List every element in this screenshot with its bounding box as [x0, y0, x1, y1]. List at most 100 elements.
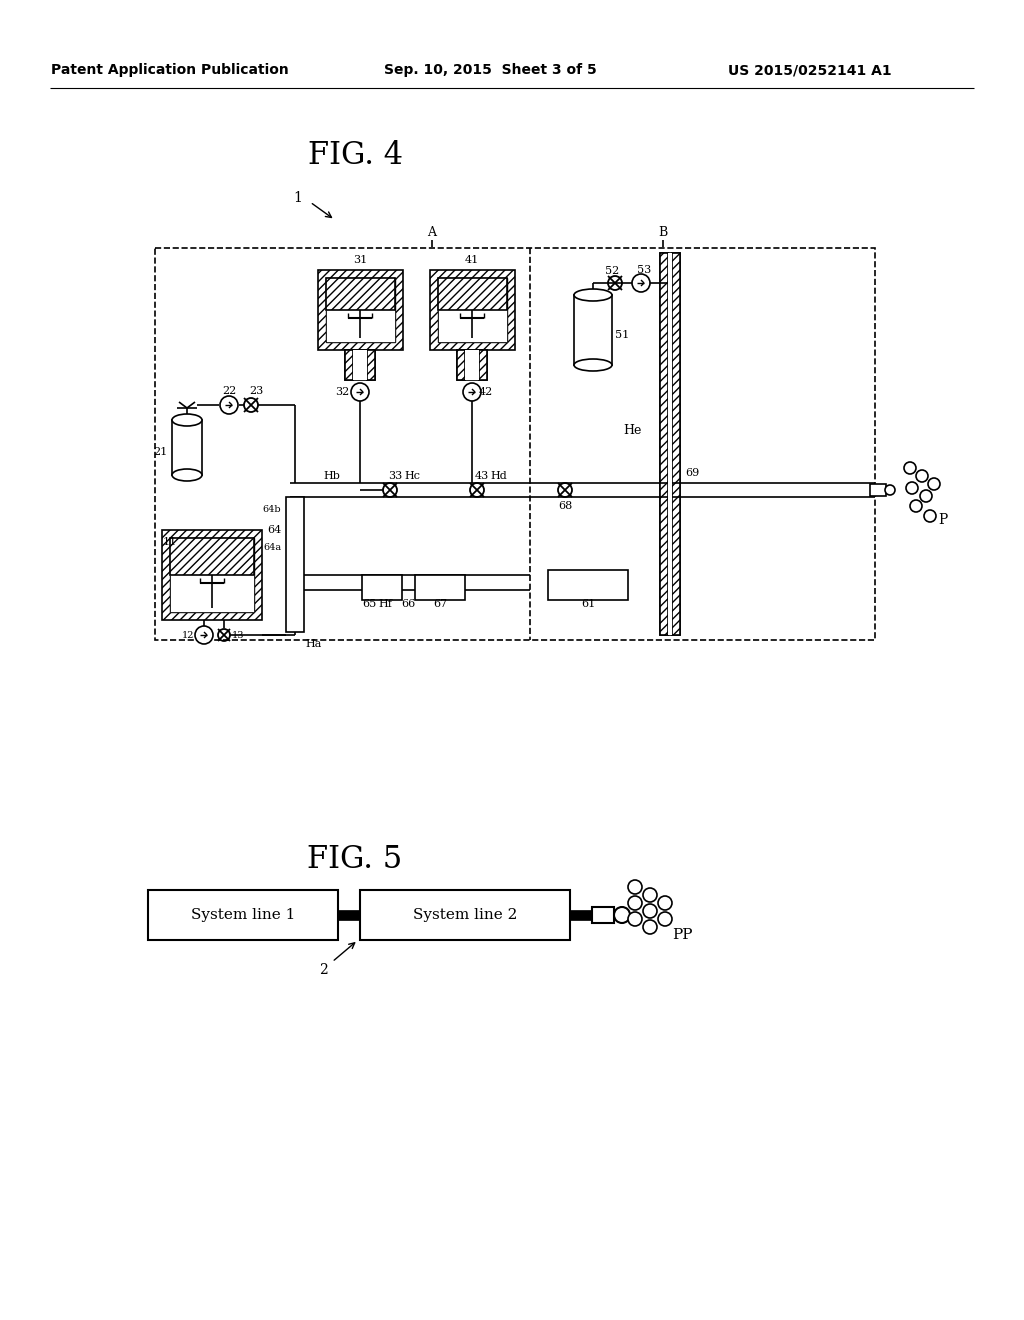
Bar: [465, 350, 479, 380]
Circle shape: [910, 500, 922, 512]
Bar: [148, 890, 338, 940]
Circle shape: [643, 920, 657, 935]
Bar: [479, 350, 487, 380]
Text: 22: 22: [222, 385, 237, 396]
Text: 33: 33: [388, 471, 402, 480]
Text: B: B: [658, 226, 668, 239]
Text: Hf: Hf: [378, 599, 392, 609]
Ellipse shape: [574, 289, 612, 301]
Circle shape: [351, 383, 369, 401]
Text: System line 2: System line 2: [413, 908, 517, 921]
Text: He: He: [624, 424, 642, 437]
Bar: [170, 539, 254, 576]
Text: 51: 51: [615, 330, 630, 341]
Text: 65: 65: [362, 599, 376, 609]
Bar: [870, 484, 886, 496]
Bar: [286, 498, 304, 632]
Bar: [360, 890, 570, 940]
Bar: [668, 253, 672, 635]
Bar: [162, 531, 262, 620]
Bar: [438, 279, 507, 342]
Circle shape: [658, 896, 672, 909]
Circle shape: [628, 880, 642, 894]
Text: 61: 61: [581, 599, 595, 609]
Bar: [660, 253, 668, 635]
Text: 13: 13: [231, 631, 245, 639]
Bar: [592, 907, 614, 923]
Bar: [457, 350, 465, 380]
Circle shape: [195, 626, 213, 644]
Text: Hc: Hc: [404, 471, 420, 480]
Bar: [438, 279, 507, 310]
Text: 67: 67: [433, 599, 447, 609]
Text: 32: 32: [335, 387, 349, 397]
Circle shape: [643, 888, 657, 902]
Bar: [326, 279, 395, 310]
Text: FIG. 4: FIG. 4: [307, 140, 402, 170]
Text: 23: 23: [249, 385, 263, 396]
Bar: [430, 271, 515, 350]
Bar: [170, 576, 254, 612]
Text: 53: 53: [637, 265, 651, 275]
Bar: [353, 350, 367, 380]
Text: Patent Application Publication: Patent Application Publication: [51, 63, 289, 77]
Circle shape: [658, 912, 672, 927]
Text: Sep. 10, 2015  Sheet 3 of 5: Sep. 10, 2015 Sheet 3 of 5: [384, 63, 596, 77]
Text: 69: 69: [685, 469, 699, 478]
Bar: [318, 271, 403, 350]
Text: 11: 11: [163, 537, 177, 546]
Circle shape: [614, 907, 630, 923]
Circle shape: [920, 490, 932, 502]
Circle shape: [916, 470, 928, 482]
Text: 43: 43: [475, 471, 489, 480]
Circle shape: [628, 896, 642, 909]
Text: 31: 31: [353, 255, 368, 265]
Bar: [155, 248, 874, 640]
Text: 2: 2: [318, 964, 328, 977]
Bar: [170, 539, 254, 612]
Text: 68: 68: [558, 502, 572, 511]
Text: Ha: Ha: [305, 639, 322, 649]
Ellipse shape: [574, 359, 612, 371]
Circle shape: [628, 912, 642, 927]
Ellipse shape: [172, 414, 202, 426]
Circle shape: [928, 478, 940, 490]
Text: Hd: Hd: [490, 471, 507, 480]
Bar: [367, 350, 375, 380]
Text: 42: 42: [479, 387, 494, 397]
Text: Hb: Hb: [324, 471, 340, 480]
Text: 52: 52: [605, 267, 620, 276]
Text: 41: 41: [465, 255, 479, 265]
Text: P: P: [938, 513, 947, 527]
Text: 66: 66: [400, 599, 415, 609]
Bar: [172, 420, 202, 475]
Bar: [570, 909, 592, 920]
Text: 64a: 64a: [263, 544, 281, 553]
Text: 1: 1: [294, 191, 302, 205]
Circle shape: [220, 396, 238, 414]
Bar: [326, 279, 395, 342]
Bar: [672, 253, 680, 635]
Text: US 2015/0252141 A1: US 2015/0252141 A1: [728, 63, 892, 77]
Circle shape: [463, 383, 481, 401]
Text: 64: 64: [266, 525, 281, 535]
Text: 21: 21: [153, 447, 167, 457]
Circle shape: [632, 275, 650, 292]
Text: PP: PP: [672, 928, 692, 942]
Bar: [338, 909, 360, 920]
Bar: [345, 350, 353, 380]
Circle shape: [924, 510, 936, 521]
Bar: [415, 576, 465, 601]
Text: FIG. 5: FIG. 5: [307, 845, 402, 875]
Circle shape: [643, 904, 657, 917]
Ellipse shape: [172, 469, 202, 480]
Bar: [574, 294, 612, 366]
Text: System line 1: System line 1: [190, 908, 295, 921]
Text: 64b: 64b: [262, 506, 281, 515]
Circle shape: [906, 482, 918, 494]
Text: A: A: [427, 226, 436, 239]
Circle shape: [904, 462, 916, 474]
Bar: [438, 310, 507, 342]
Text: 12: 12: [181, 631, 195, 639]
Bar: [362, 576, 402, 601]
